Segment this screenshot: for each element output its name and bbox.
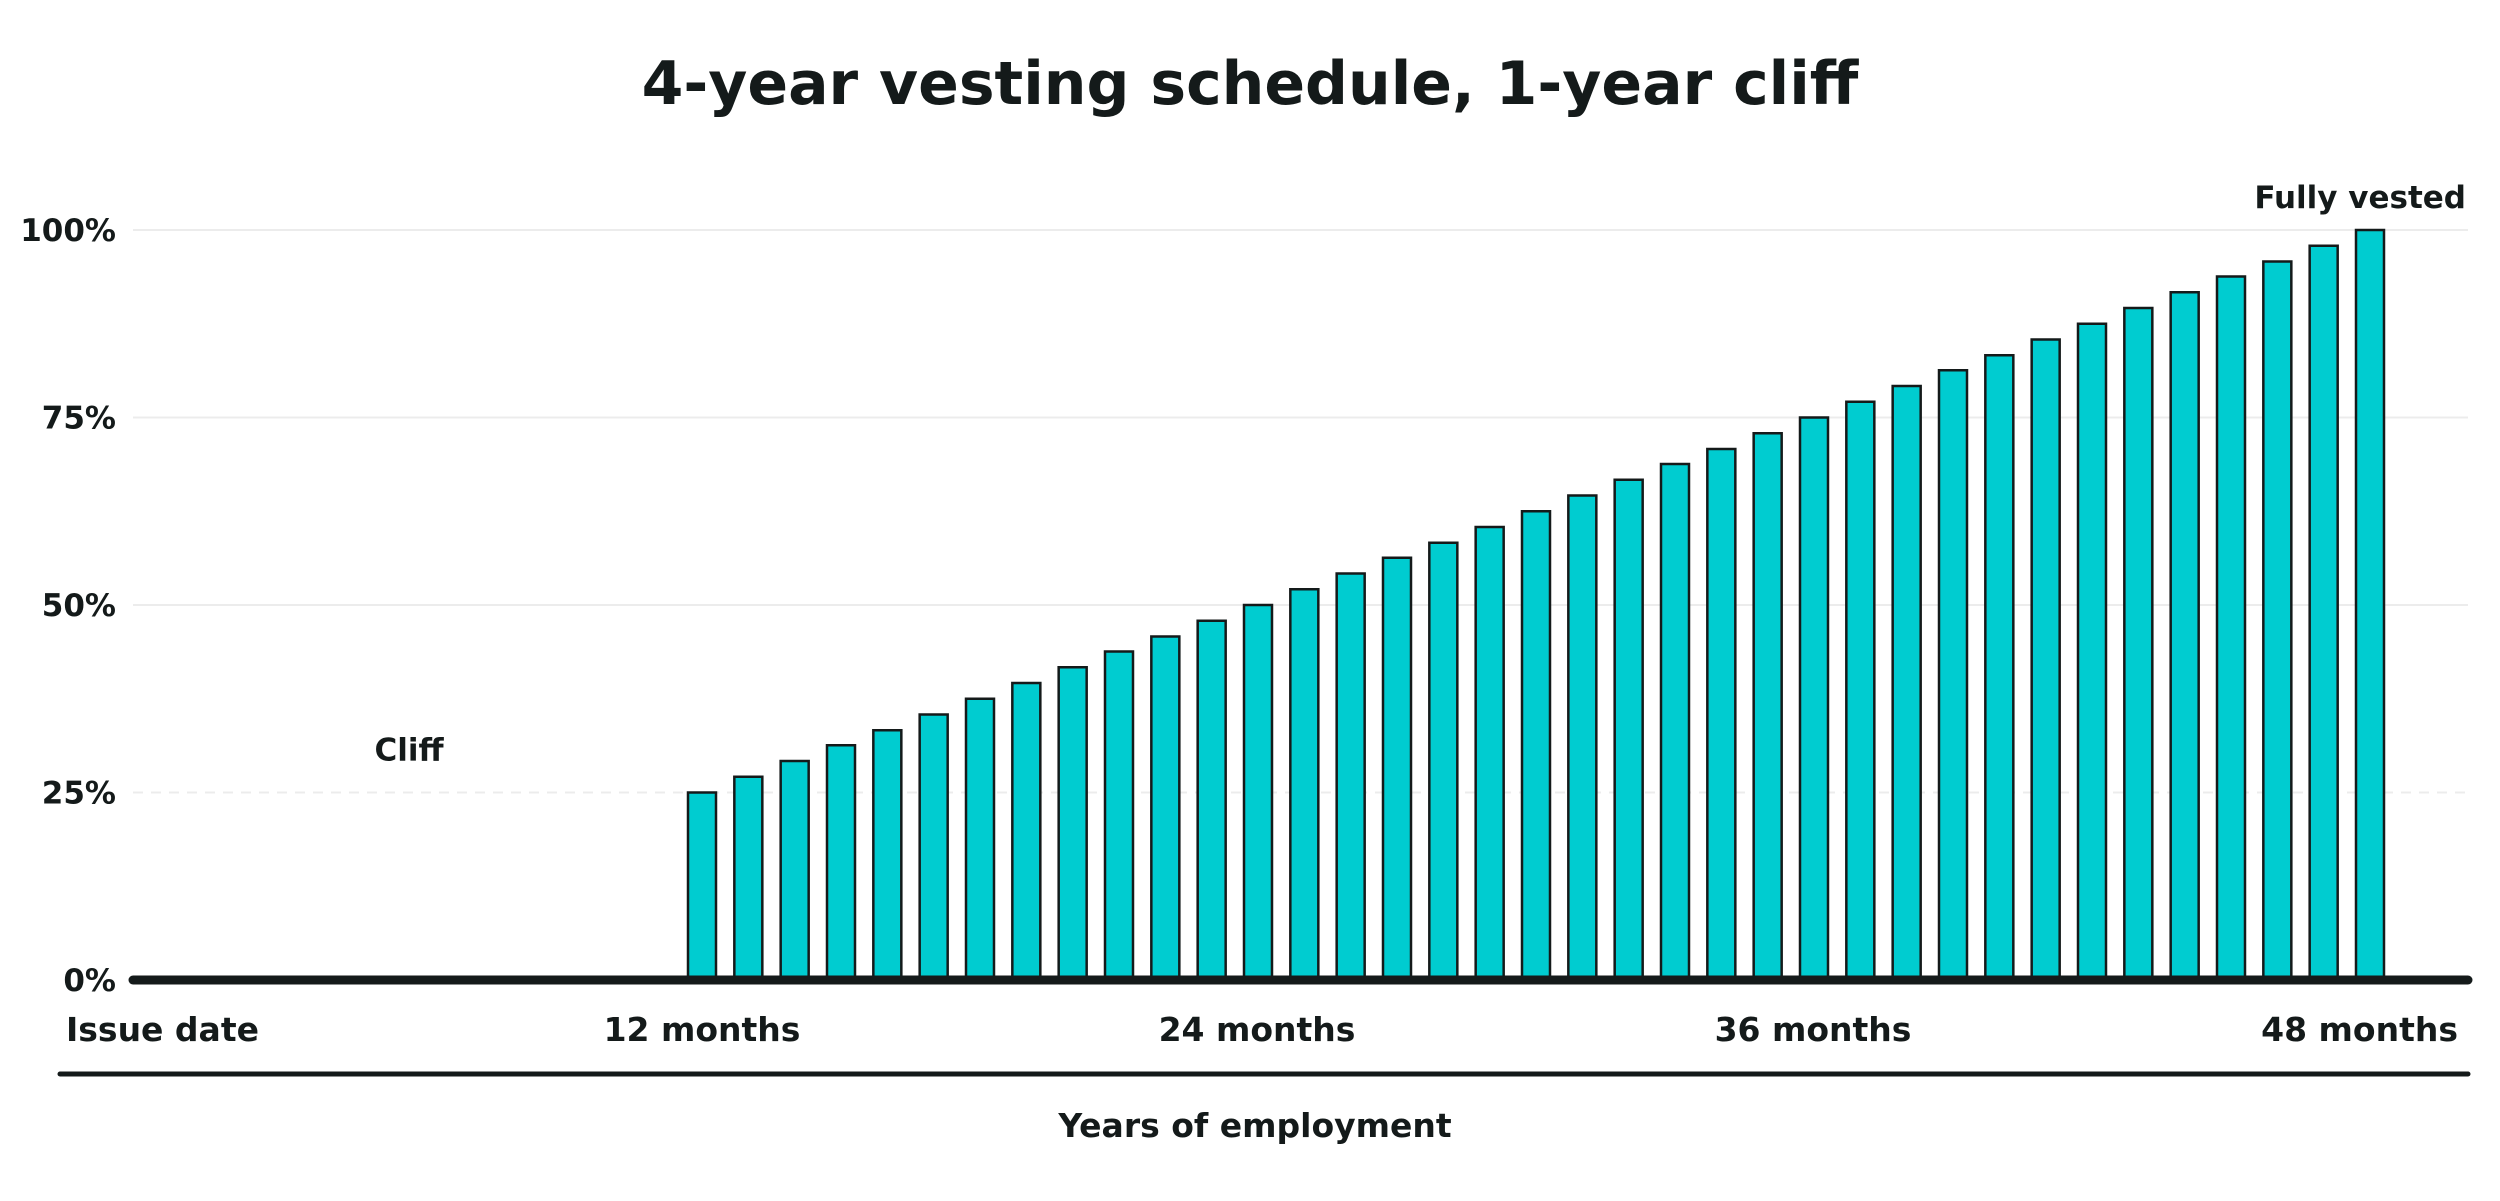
x-axis-label: Years of employment — [1057, 1106, 1452, 1145]
bar-month-44 — [2169, 291, 2200, 982]
bar-month-37 — [1845, 400, 1876, 982]
bar-month-27 — [1381, 556, 1413, 982]
x-tick-label: 12 months — [604, 1010, 801, 1049]
bar-month-38 — [1891, 384, 1922, 982]
bar-month-16 — [872, 729, 903, 982]
bar-month-13 — [733, 775, 764, 982]
bars — [686, 228, 2386, 982]
y-tick-label: 100% — [20, 213, 116, 249]
x-tick-label: 24 months — [1159, 1010, 1356, 1049]
bar-month-36 — [1798, 416, 1830, 982]
bar-month-43 — [2123, 306, 2154, 982]
bar-month-19 — [1011, 681, 1042, 982]
bar-month-30 — [1520, 510, 1552, 982]
bar-month-21 — [1103, 650, 1135, 982]
bar-month-26 — [1335, 572, 1366, 982]
bar-month-12 — [686, 791, 718, 982]
bar-month-25 — [1289, 588, 1320, 982]
bar-month-47 — [2308, 244, 2339, 982]
annotation-label: Cliff — [374, 733, 444, 769]
y-tick-label: 50% — [42, 588, 116, 624]
annotation-label: Fully vested — [2254, 180, 2466, 216]
bar-month-28 — [1428, 541, 1459, 982]
bar-month-45 — [2215, 275, 2247, 982]
y-tick-label: 75% — [42, 401, 116, 437]
x-tick-label: 48 months — [2261, 1010, 2458, 1049]
x-axis-ticks: Issue date 12 months 24 months 36 months 48 … — [66, 1010, 2458, 1049]
bar-month-22 — [1150, 635, 1181, 982]
bar-month-32 — [1613, 478, 1644, 982]
bar-month-40 — [1984, 354, 2015, 982]
x-tick-label: 36 months — [1715, 1010, 1912, 1049]
bar-month-42 — [2076, 322, 2108, 982]
bar-month-35 — [1752, 432, 1783, 982]
bar-month-24 — [1242, 603, 1274, 982]
bar-month-48 — [2354, 228, 2386, 982]
bar-month-31 — [1567, 494, 1598, 982]
y-axis-ticks: 0% 25% 50% 75% 100% — [20, 213, 116, 999]
annotations: Cliff Fully vested — [374, 180, 2466, 769]
bar-month-33 — [1659, 462, 1691, 982]
x-tick-label: Issue date — [66, 1010, 259, 1049]
bar-month-18 — [964, 697, 996, 982]
bar-month-23 — [1196, 619, 1227, 982]
bar-month-15 — [825, 744, 857, 982]
bar-month-29 — [1474, 525, 1505, 982]
bar-month-41 — [2030, 338, 2061, 982]
y-tick-label: 0% — [63, 963, 116, 999]
bar-month-20 — [1057, 666, 1088, 982]
y-tick-label: 25% — [42, 776, 116, 812]
chart-title: 4-year vesting schedule, 1-year cliff — [642, 49, 1860, 119]
bar-month-14 — [779, 759, 810, 982]
bar-month-46 — [2262, 260, 2293, 982]
bar-month-34 — [1706, 447, 1737, 982]
bar-month-17 — [918, 713, 949, 982]
bar-month-39 — [1937, 369, 1969, 982]
